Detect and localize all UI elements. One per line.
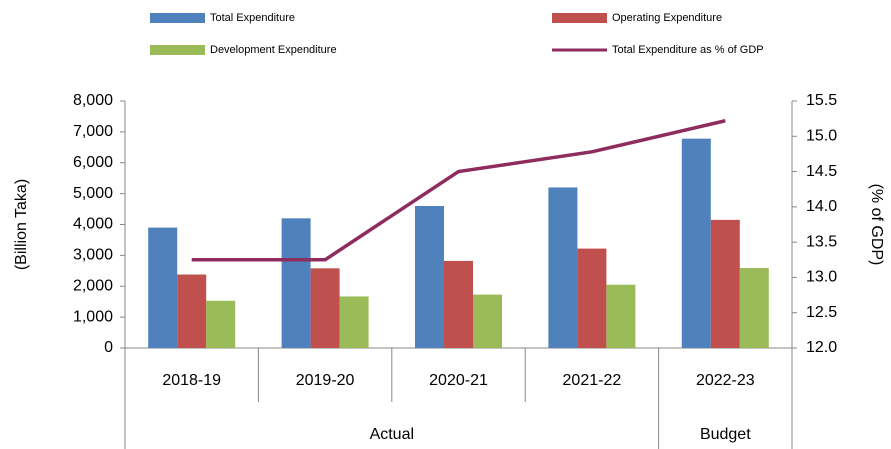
y-tick-label: 6,000 xyxy=(73,154,113,171)
bar xyxy=(473,294,502,348)
bar xyxy=(548,187,578,348)
y-axis-label: (Billion Taka) xyxy=(13,179,30,270)
y-tick-label: 3,000 xyxy=(73,247,113,264)
y2-tick-label: 12.0 xyxy=(806,339,837,356)
legend-label: Total Expenditure as % of GDP xyxy=(612,44,764,56)
bar xyxy=(444,260,473,348)
y2-tick-label: 12.5 xyxy=(806,304,837,321)
legend-label: Development Expenditure xyxy=(210,44,337,56)
group-label: Actual xyxy=(370,426,414,443)
x-tick-label: 2020-21 xyxy=(429,372,488,389)
bar xyxy=(681,138,711,348)
legend-swatch xyxy=(150,13,205,23)
bar xyxy=(310,268,340,348)
y-tick-label: 8,000 xyxy=(73,92,113,109)
bar xyxy=(339,296,369,348)
y-tick-label: 4,000 xyxy=(73,216,113,233)
bar xyxy=(148,227,178,348)
bar xyxy=(739,268,769,348)
y-tick-label: 2,000 xyxy=(73,277,113,294)
y2-tick-label: 13.5 xyxy=(806,233,837,250)
y2-tick-label: 15.5 xyxy=(806,92,837,109)
legend-label: Operating Expenditure xyxy=(612,12,722,24)
legend-swatch xyxy=(552,13,607,23)
y2-axis-label: (% of GDP) xyxy=(868,184,885,266)
x-tick-label: 2019-20 xyxy=(296,372,355,389)
y-tick-label: 0 xyxy=(104,339,113,356)
y2-tick-label: 14.5 xyxy=(806,163,837,180)
bar xyxy=(577,248,607,348)
bar xyxy=(606,284,636,348)
y2-tick-label: 14.0 xyxy=(806,198,837,215)
y2-tick-label: 13.0 xyxy=(806,269,837,286)
bar xyxy=(206,300,236,348)
x-tick-label: 2021-22 xyxy=(563,372,622,389)
bar xyxy=(281,218,311,348)
group-label: Budget xyxy=(700,426,751,443)
y-tick-label: 5,000 xyxy=(73,185,113,202)
y-tick-label: 1,000 xyxy=(73,308,113,325)
bar xyxy=(177,274,207,348)
legend-label: Total Expenditure xyxy=(210,12,295,24)
x-tick-label: 2022-23 xyxy=(696,372,755,389)
legend-swatch xyxy=(150,45,205,55)
bar xyxy=(710,219,740,348)
y-tick-label: 7,000 xyxy=(73,123,113,140)
bar xyxy=(415,205,444,348)
x-tick-label: 2018-19 xyxy=(162,372,221,389)
y2-tick-label: 15.0 xyxy=(806,128,837,145)
line-series xyxy=(191,119,726,262)
